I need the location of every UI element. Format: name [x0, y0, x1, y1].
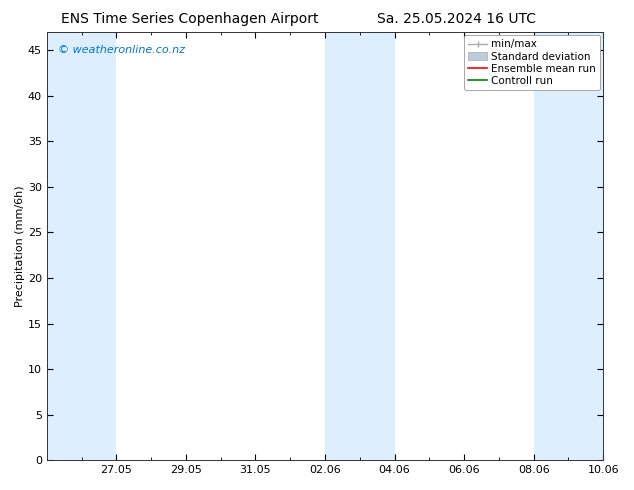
Y-axis label: Precipitation (mm/6h): Precipitation (mm/6h) — [15, 185, 25, 307]
Bar — [47, 32, 116, 460]
Bar — [325, 32, 394, 460]
Legend: min/max, Standard deviation, Ensemble mean run, Controll run: min/max, Standard deviation, Ensemble me… — [464, 35, 600, 90]
Bar — [534, 32, 603, 460]
Text: Sa. 25.05.2024 16 UTC: Sa. 25.05.2024 16 UTC — [377, 12, 536, 26]
Text: © weatheronline.co.nz: © weatheronline.co.nz — [58, 45, 185, 55]
Text: ENS Time Series Copenhagen Airport: ENS Time Series Copenhagen Airport — [61, 12, 319, 26]
